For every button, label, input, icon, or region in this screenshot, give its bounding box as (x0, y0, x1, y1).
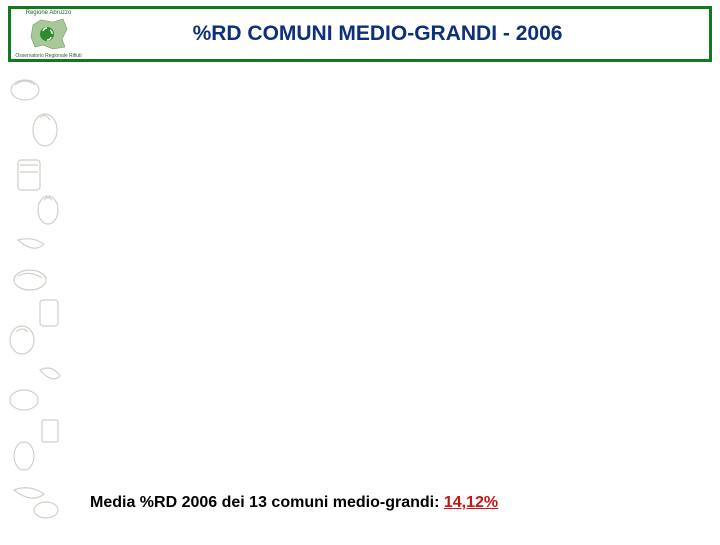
footer-value: 14,12% (444, 494, 498, 511)
logo-region-text: Regione Abruzzo (26, 10, 72, 16)
logo-map-icon (29, 17, 69, 51)
footer-prefix: Media %RD 2006 dei 13 comuni medio-grand… (90, 494, 444, 511)
footer-summary: Media %RD 2006 dei 13 comuni medio-grand… (90, 494, 498, 512)
logo: Regione Abruzzo Osservatorio Regionale R… (11, 8, 86, 60)
sidebar-decoration (0, 0, 80, 540)
page-title: %RD COMUNI MEDIO-GRANDI - 2006 (86, 22, 709, 46)
logo-org-text: Osservatorio Regionale Rifiuti (15, 53, 81, 59)
header-bar: Regione Abruzzo Osservatorio Regionale R… (8, 6, 712, 62)
